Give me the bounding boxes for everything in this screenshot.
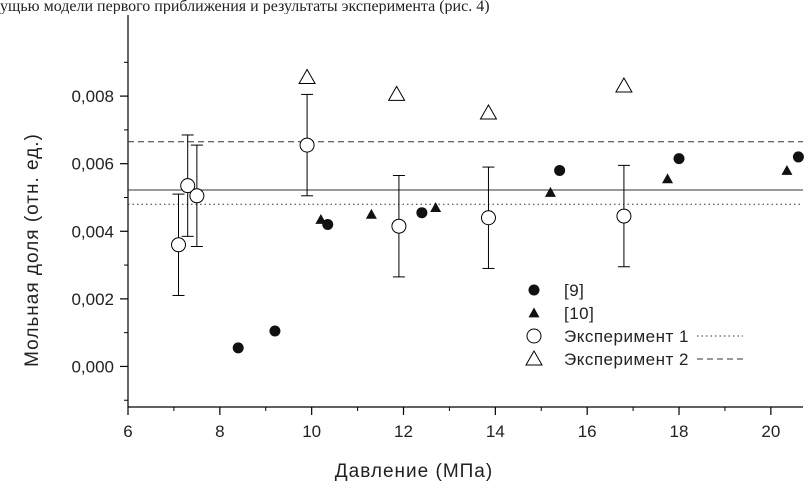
data-point-series-3 — [180, 178, 196, 194]
data-point-series-4 — [298, 68, 316, 85]
x-tick-label: 20 — [761, 422, 780, 441]
x-tick-label: 8 — [215, 422, 224, 441]
data-point-series-4 — [615, 76, 633, 93]
data-point-series-3 — [171, 237, 187, 253]
legend-label-3: Эксперимент 1 — [564, 327, 689, 346]
y-tick-label: 0,006 — [71, 155, 114, 174]
legend-label-1: [9] — [564, 281, 584, 300]
x-tick-label: 16 — [578, 422, 597, 441]
legend-label-2: [10] — [564, 304, 594, 323]
data-point-series-2 — [781, 164, 793, 175]
data-point-series-2 — [662, 173, 674, 184]
x-tick-label: 12 — [394, 422, 413, 441]
data-point-series-2 — [430, 202, 442, 213]
x-tick-label: 18 — [670, 422, 689, 441]
reference-lines — [128, 141, 803, 205]
legend-marker-4 — [525, 349, 543, 366]
legend-label-4: Эксперимент 2 — [564, 350, 689, 369]
data-point-series-3 — [480, 210, 496, 226]
data-point-series-2 — [315, 213, 327, 224]
y-tick-label: 0,002 — [71, 290, 114, 309]
error-bars — [172, 93, 630, 296]
data-point-series-1 — [269, 325, 281, 337]
data-point-series-1 — [792, 151, 804, 163]
axes: 6 8 10 12 14 16 18 20 0,000 0,002 0,004 0,006 0,008 — [71, 15, 803, 441]
data-point-series-3 — [299, 137, 315, 153]
x-tick-label: 14 — [486, 422, 505, 441]
y-axis-title: Мольная доля (отн. ед.) — [22, 133, 43, 367]
data-point-series-1 — [673, 153, 685, 165]
data-point-series-4 — [479, 103, 498, 120]
y-tick-label: 0,000 — [71, 357, 114, 376]
legend-marker-2 — [528, 307, 540, 318]
cropped-caption-text: ущью модели первого приближения и резуль… — [0, 0, 490, 14]
data-point-series-3 — [391, 218, 407, 234]
data-point-series-1 — [416, 207, 428, 219]
legend-marker-1 — [528, 284, 540, 296]
x-tick-label: 10 — [302, 422, 321, 441]
legend: [9] [10] Эксперимент 1 Эксперимент 2 — [525, 281, 743, 369]
data-point-series-3 — [189, 188, 205, 204]
data-point-series-2 — [365, 208, 377, 219]
x-axis-title: Давление (МПа) — [335, 461, 493, 482]
data-points — [171, 68, 804, 354]
y-tick-label: 0,004 — [71, 222, 114, 241]
data-point-series-1 — [554, 164, 566, 176]
data-point-series-4 — [387, 85, 406, 101]
y-tick-label: 0,008 — [71, 87, 114, 106]
legend-marker-3 — [526, 328, 542, 344]
x-tick-label: 6 — [123, 422, 132, 441]
data-point-series-1 — [232, 342, 244, 354]
data-point-series-3 — [616, 208, 632, 224]
data-point-series-2 — [544, 186, 556, 197]
